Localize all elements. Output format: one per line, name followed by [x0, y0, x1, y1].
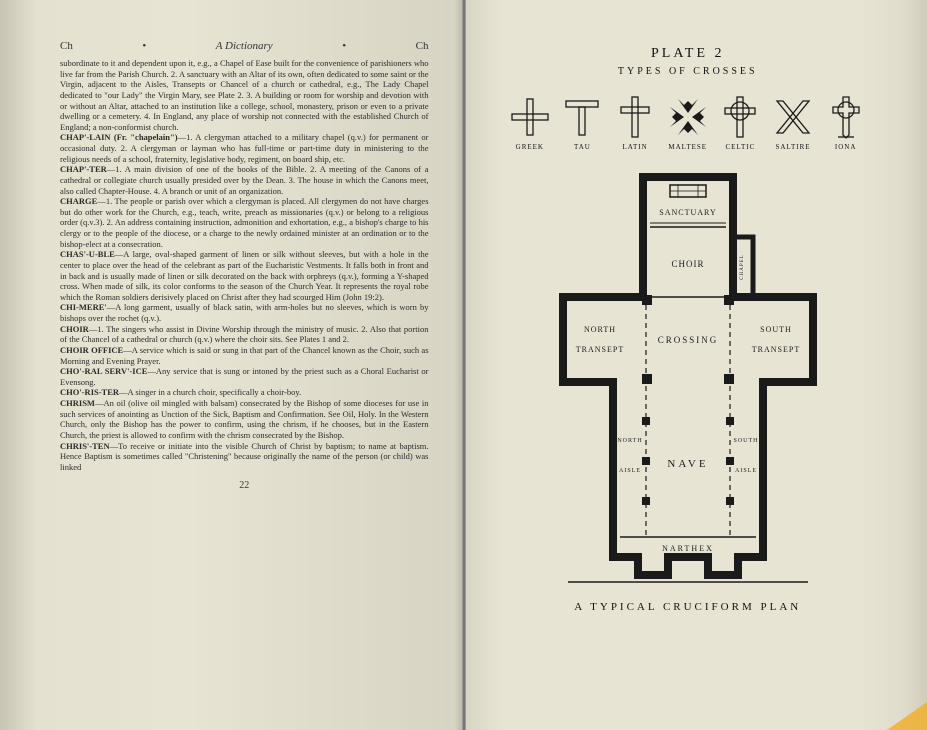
page-header: Ch • A Dictionary • Ch [60, 40, 429, 52]
cross-iona: IONA [822, 95, 870, 151]
header-dot: • [342, 40, 346, 52]
header-center: A Dictionary [216, 40, 273, 52]
cross-label: SALTIRE [769, 143, 817, 151]
label-chapel: CHAPEL [740, 254, 745, 279]
label-sanctuary: SANCTUARY [659, 208, 716, 217]
cross-celtic: CELTIC [716, 95, 764, 151]
header-left: Ch [60, 40, 73, 52]
plate-title: PLATE 2 [504, 46, 873, 62]
label-stransept2: TRANSEPT [752, 345, 800, 354]
label-crossing: CROSSING [657, 335, 718, 345]
cross-label: MALTESE [664, 143, 712, 151]
label-stransept1: SOUTH [760, 325, 792, 334]
cross-label: TAU [558, 143, 606, 151]
dictionary-text: subordinate to it and dependent upon it,… [60, 58, 429, 472]
plan-caption: A TYPICAL CRUCIFORM PLAN [504, 601, 873, 613]
corner-fold [887, 702, 927, 730]
cross-tau: TAU [558, 95, 606, 151]
cross-maltese: MALTESE [664, 95, 712, 151]
label-saisle1: SOUTH [733, 438, 758, 444]
plate-subtitle: TYPES OF CROSSES [504, 66, 873, 77]
cross-greek: GREEK [506, 95, 554, 151]
label-narthex: NARTHEX [662, 544, 714, 553]
cross-label: IONA [822, 143, 870, 151]
label-nave: NAVE [667, 458, 708, 470]
label-ntransept2: TRANSEPT [576, 345, 624, 354]
left-page: Ch • A Dictionary • Ch subordinate to it… [0, 0, 464, 730]
cross-label: GREEK [506, 143, 554, 151]
church-plan: SANCTUARY CHOIR CHAPEL NORTH TRANSEPT SO… [504, 167, 873, 587]
header-right: Ch [416, 40, 429, 52]
book-spread: Ch • A Dictionary • Ch subordinate to it… [0, 0, 927, 730]
header-dot: • [142, 40, 146, 52]
label-ntransept1: NORTH [584, 325, 616, 334]
right-page: PLATE 2 TYPES OF CROSSES GREEK [464, 0, 927, 730]
label-naisle2: AISLE [619, 468, 641, 474]
page-number: 22 [60, 480, 429, 491]
cross-label: CELTIC [716, 143, 764, 151]
cross-saltire: SALTIRE [769, 95, 817, 151]
label-naisle1: NORTH [617, 438, 642, 444]
book-spine [462, 0, 466, 730]
label-choir: CHOIR [671, 259, 704, 269]
cross-latin: LATIN [611, 95, 659, 151]
crosses-row: GREEK TAU LATIN [504, 95, 873, 151]
cross-label: LATIN [611, 143, 659, 151]
label-saisle2: AISLE [735, 468, 757, 474]
